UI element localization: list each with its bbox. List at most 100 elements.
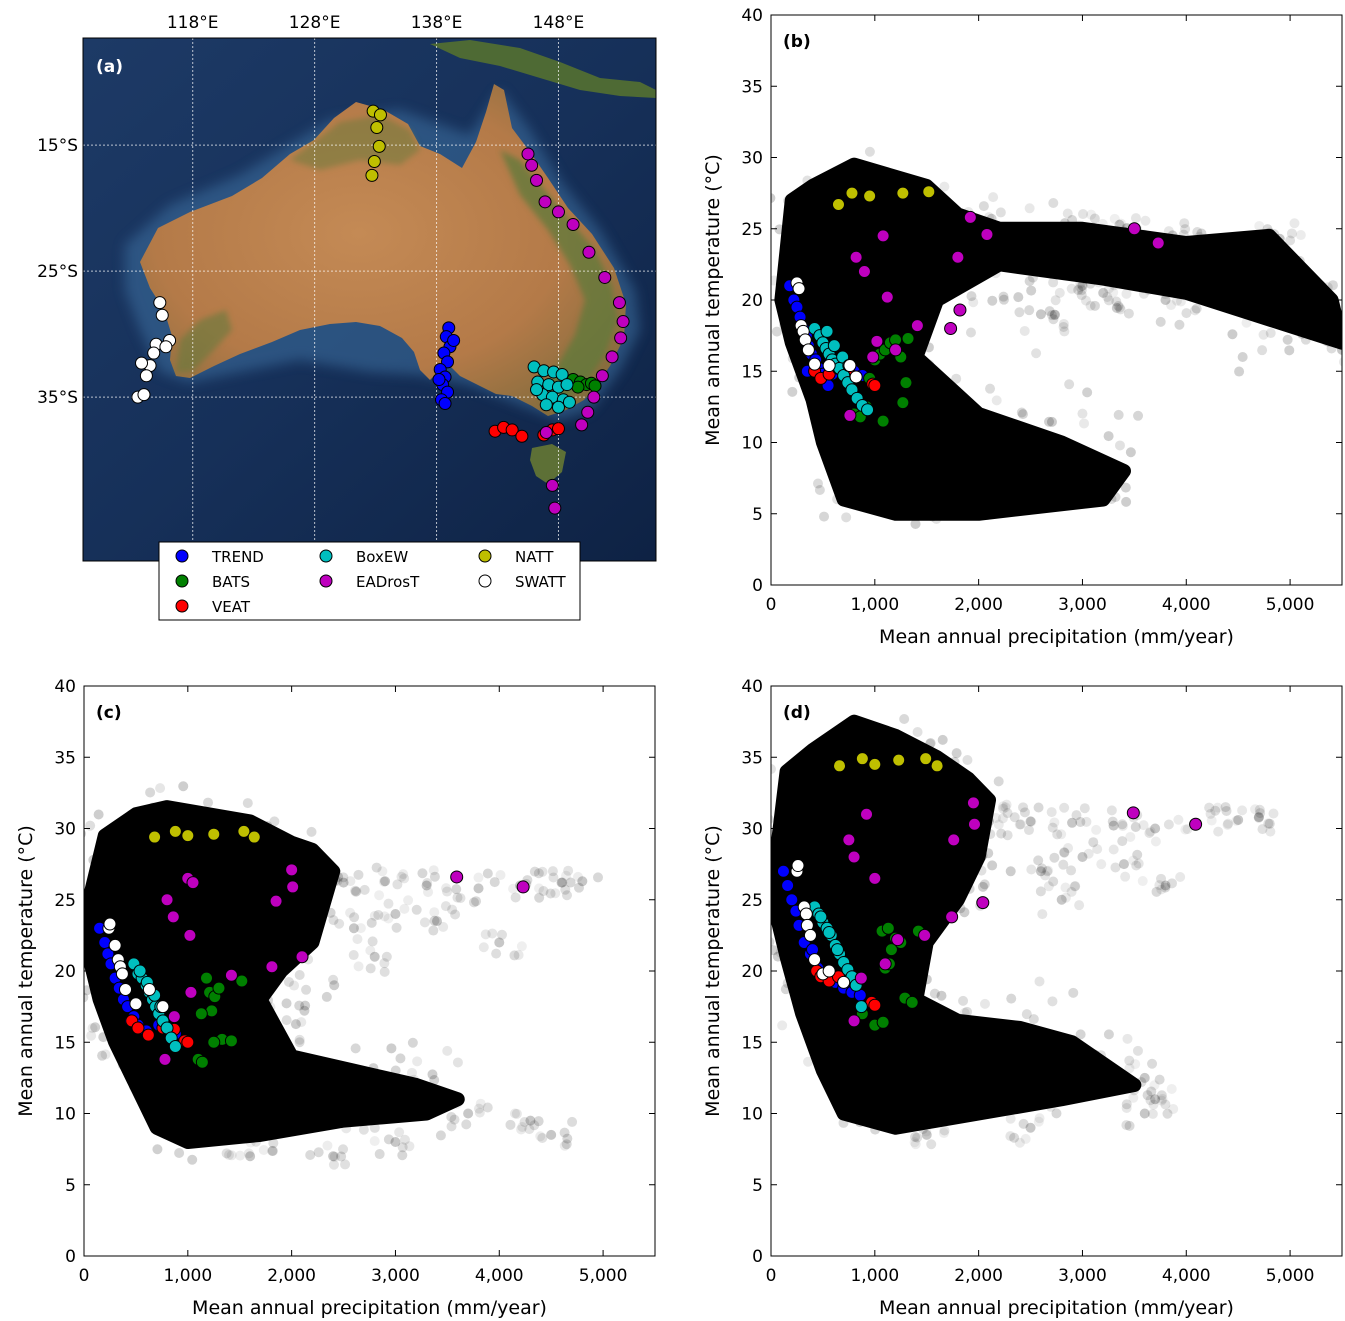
background-sample-point: [775, 947, 786, 958]
background-sample-point: [1049, 817, 1060, 828]
point-eadrost: [878, 957, 892, 971]
background-sample-point: [373, 909, 384, 920]
background-sample-point: [428, 925, 439, 936]
background-sample-point: [1048, 236, 1059, 247]
y-tick-label: 20: [54, 962, 76, 982]
background-sample-point: [871, 322, 882, 333]
background-sample-point: [274, 878, 285, 889]
background-sample-point: [345, 907, 356, 918]
point-natt: [148, 830, 162, 844]
background-sample-point: [395, 1093, 406, 1104]
background-sample-point: [1245, 233, 1256, 244]
background-sample-point: [1125, 447, 1136, 458]
background-sample-point: [473, 872, 484, 883]
background-sample-point: [1050, 295, 1061, 306]
background-sample-point: [248, 959, 259, 970]
background-sample-point: [1026, 864, 1037, 875]
background-sample-point: [550, 888, 561, 899]
background-sample-point: [1242, 277, 1253, 288]
map-point-eadrost: [612, 296, 626, 310]
background-sample-point: [1046, 807, 1057, 818]
background-sample-point: [1130, 821, 1141, 832]
background-sample-point: [87, 1023, 98, 1034]
background-sample-point: [349, 912, 360, 923]
background-sample-point: [338, 1144, 349, 1155]
background-sample-point: [1009, 812, 1020, 823]
background-sample-point: [1114, 240, 1125, 251]
background-sample-point: [1255, 808, 1266, 819]
background-sample-point: [423, 1098, 434, 1109]
background-sample-point: [898, 1098, 909, 1109]
background-sample-point: [319, 863, 330, 874]
background-sample-point: [1111, 302, 1122, 313]
panel-a-map: 118°E 128°E 138°E 148°E 15°S 25°S 35°S (a) TRE…: [37, 13, 657, 621]
background-sample-point: [1265, 307, 1276, 318]
background-sample-point: [957, 866, 968, 877]
background-sample-point: [1287, 281, 1298, 292]
background-sample-point: [1301, 276, 1312, 287]
point-swatt: [801, 343, 815, 357]
background-sample-point: [330, 875, 341, 886]
background-sample-point: [1179, 218, 1190, 229]
background-sample-point: [1089, 231, 1100, 242]
background-sample-point: [442, 886, 453, 897]
point-natt: [922, 185, 936, 199]
background-sample-point: [340, 1159, 351, 1170]
background-sample-point: [1141, 247, 1152, 258]
background-sample-point: [509, 950, 520, 961]
x-tick-label: 0: [79, 1266, 90, 1286]
background-sample-point: [1236, 265, 1247, 276]
background-sample-point: [1194, 231, 1205, 242]
background-sample-point: [819, 511, 830, 522]
background-sample-point: [1106, 805, 1117, 816]
background-sample-point: [961, 496, 972, 507]
background-sample-point: [758, 915, 768, 925]
map-point-boxew: [560, 378, 574, 392]
background-sample-point: [1188, 251, 1199, 262]
background-sample-point: [808, 281, 819, 292]
point-eadrost: [953, 303, 967, 317]
background-sample-point: [374, 1149, 385, 1160]
background-sample-point: [1080, 295, 1091, 306]
x-tick-label: 4,000: [475, 1266, 524, 1286]
legend-marker-trend: [175, 549, 189, 563]
background-sample-point: [808, 1041, 819, 1052]
background-sample-point: [268, 1061, 279, 1072]
background-sample-point: [1079, 418, 1090, 429]
background-sample-point: [1087, 222, 1098, 233]
point-eadrost: [285, 863, 299, 877]
background-sample-point: [1272, 300, 1283, 311]
point-natt: [855, 752, 869, 766]
background-sample-point: [84, 985, 92, 996]
background-sample-point: [1237, 805, 1248, 816]
background-sample-point: [438, 921, 449, 932]
background-sample-point: [936, 868, 947, 879]
background-sample-point: [1073, 245, 1084, 256]
background-sample-point: [517, 1121, 528, 1132]
background-sample-point: [820, 818, 831, 829]
background-sample-point: [224, 869, 235, 880]
background-sample-point: [972, 786, 983, 797]
background-sample-point: [269, 816, 280, 827]
background-sample-point: [1046, 416, 1057, 427]
map-australia-land: [140, 84, 626, 416]
background-sample-point: [915, 835, 926, 846]
background-sample-point: [885, 216, 896, 227]
background-sample-point: [155, 855, 166, 866]
point-natt: [247, 830, 261, 844]
background-sample-point: [121, 848, 132, 859]
background-sample-point: [912, 300, 923, 311]
background-sample-point: [1178, 247, 1189, 258]
x-axis-label: Mean annual precipitation (mm/year): [192, 1297, 547, 1319]
background-sample-point: [771, 193, 776, 204]
map-point-boxew: [530, 383, 544, 397]
background-sample-point: [958, 808, 969, 819]
background-sample-point: [863, 329, 874, 340]
background-sample-point: [1338, 357, 1342, 367]
background-sample-point: [1230, 265, 1241, 276]
background-sample-point: [319, 871, 330, 882]
background-sample-point: [1019, 1078, 1030, 1089]
background-sample-point: [846, 1110, 857, 1121]
background-sample-point: [901, 485, 912, 496]
background-sample-point: [1118, 244, 1129, 255]
